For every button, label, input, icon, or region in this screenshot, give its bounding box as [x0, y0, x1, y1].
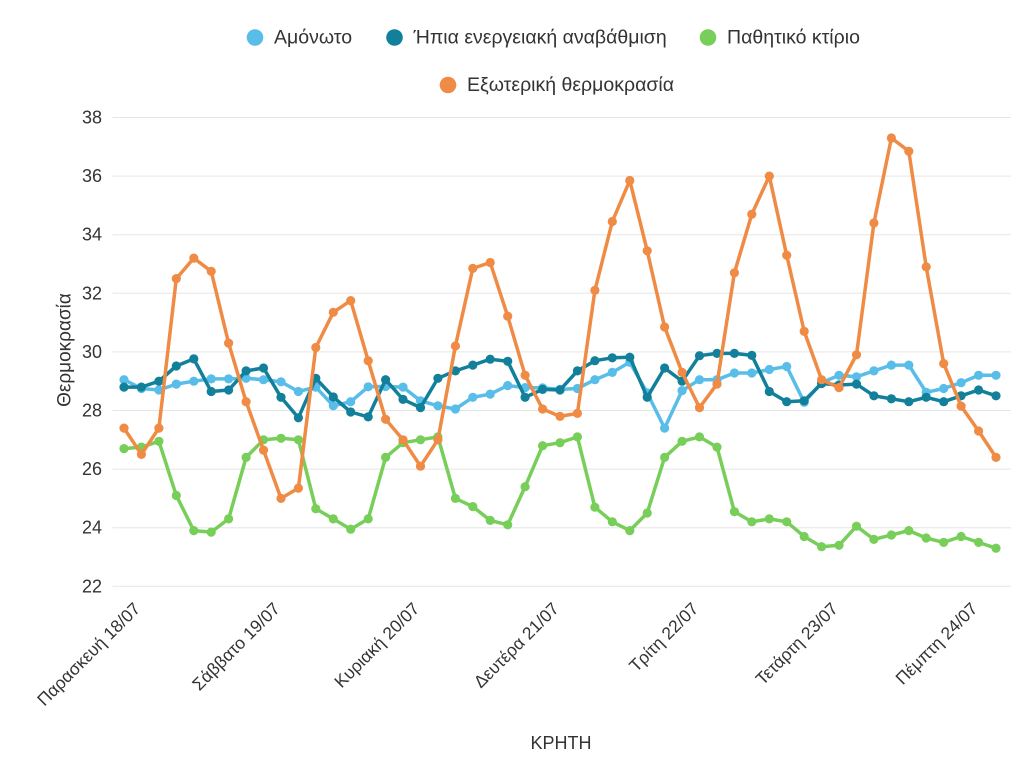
- svg-text:28: 28: [82, 401, 102, 421]
- svg-text:Ήπια ενεργειακή αναβάθμιση: Ήπια ενεργειακή αναβάθμιση: [413, 27, 667, 49]
- svg-text:Παθητικό κτίριο: Παθητικό κτίριο: [727, 27, 860, 49]
- svg-text:32: 32: [82, 283, 102, 303]
- svg-text:26: 26: [82, 459, 102, 479]
- svg-text:30: 30: [82, 342, 102, 362]
- svg-text:34: 34: [82, 225, 102, 245]
- svg-text:22: 22: [82, 576, 102, 596]
- svg-text:36: 36: [82, 166, 102, 186]
- svg-text:Αμόνωτο: Αμόνωτο: [274, 27, 352, 49]
- svg-text:ΚΡΗΤΗ: ΚΡΗΤΗ: [530, 733, 591, 753]
- svg-text:Θερμοκρασία: Θερμοκρασία: [55, 293, 76, 407]
- svg-text:Εξωτερική θερμοκρασία: Εξωτερική θερμοκρασία: [467, 74, 674, 96]
- svg-text:24: 24: [82, 518, 102, 538]
- svg-text:38: 38: [82, 108, 102, 128]
